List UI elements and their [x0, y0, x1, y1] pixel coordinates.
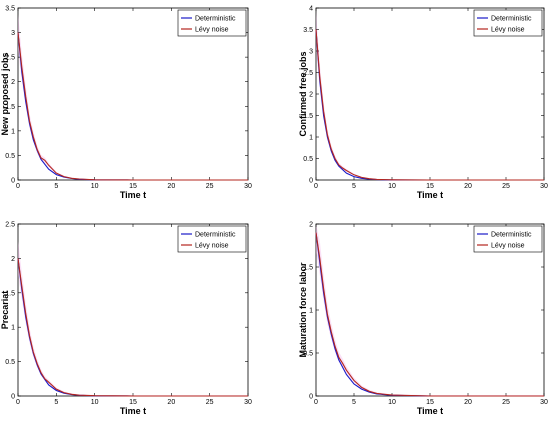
- y-tick-label: 2.5: [5, 222, 15, 229]
- legend-entry: Lévy noise: [491, 243, 525, 250]
- y-tick-label: 1: [11, 128, 15, 135]
- series-levy-noise-line: [17, 32, 248, 181]
- plot-area: [315, 223, 545, 397]
- x-tick-label: 20: [464, 399, 472, 406]
- y-axis-label: Maturation force labor: [298, 262, 308, 358]
- y-tick-label: 0.5: [303, 156, 313, 163]
- x-tick-label: 15: [129, 183, 137, 190]
- x-tick-label: 30: [244, 399, 252, 406]
- y-axis-label: Confirmed free jobs: [298, 51, 308, 136]
- x-tick-label: 10: [388, 183, 396, 190]
- x-tick-label: 30: [540, 183, 548, 190]
- x-tick-label: 5: [54, 183, 58, 190]
- legend-entry: Deterministic: [195, 16, 236, 23]
- plot-area: [17, 7, 249, 181]
- x-tick-label: 25: [502, 399, 510, 406]
- y-tick-label: 0.5: [5, 359, 15, 366]
- chart-panel-4: 0 5 10 15 20 25 30 0 0.5 1 1.5 2 Time t Maturation fo…: [298, 222, 548, 417]
- y-tick-label: 0: [309, 178, 313, 185]
- plot-area: [17, 223, 249, 397]
- y-tick-label: 2.5: [303, 70, 313, 77]
- x-tick-label: 20: [167, 399, 175, 406]
- x-axis-label: Time t: [120, 406, 146, 416]
- y-tick-label: 1: [309, 308, 313, 315]
- y-tick-label: 0: [309, 394, 313, 401]
- x-tick-label: 10: [91, 399, 99, 406]
- y-tick-label: 2: [11, 256, 15, 263]
- x-tick-label: 5: [54, 399, 58, 406]
- y-tick-label: 1.5: [5, 290, 15, 297]
- chart-panel-3: 0 5 10 15 20 25 30 0 0.5 1 1.5 2 2.5 Time t Precariat D…: [0, 222, 252, 417]
- legend-box: [473, 9, 543, 37]
- x-tick-label: 20: [167, 183, 175, 190]
- x-tick-label: 0: [314, 183, 318, 190]
- noise-band: [316, 11, 544, 180]
- legend-entry: Lévy noise: [491, 27, 525, 34]
- y-tick-label: 3.5: [303, 27, 313, 34]
- legend-box: [473, 225, 543, 253]
- x-tick-label: 30: [540, 399, 548, 406]
- y-tick-label: 1.5: [303, 113, 313, 120]
- legend: Deterministic Lévy noise: [177, 225, 247, 253]
- legend-entry: Lévy noise: [195, 243, 229, 250]
- legend-box: [177, 9, 247, 37]
- x-tick-label: 15: [426, 183, 434, 190]
- y-tick-label: 2: [309, 222, 313, 229]
- y-tick-label: 1: [309, 135, 313, 142]
- y-tick-label: 0: [11, 394, 15, 401]
- x-tick-label: 25: [206, 399, 214, 406]
- y-tick-label: 1.5: [303, 265, 313, 272]
- chart-panel-1: 0 5 10 15 20 25 30 0 0.5 1 1.5 2 2.5 3 3.5 Time t New pr…: [0, 6, 252, 201]
- x-tick-label: 10: [91, 183, 99, 190]
- x-tick-label: 20: [464, 183, 472, 190]
- y-tick-label: 4: [309, 6, 313, 13]
- x-tick-label: 0: [16, 399, 20, 406]
- series-levy-noise-line: [315, 29, 544, 181]
- x-tick-label: 5: [352, 183, 356, 190]
- y-tick-label: 0: [11, 178, 15, 185]
- series-levy-noise-line: [17, 258, 248, 397]
- x-tick-label: 10: [388, 399, 396, 406]
- legend-entry: Deterministic: [491, 16, 532, 23]
- chart-panel-2: 0 5 10 15 20 25 30 0 0.5 1 1.5 2 2.5 3 3.5 4 Time t Confi…: [298, 6, 548, 201]
- y-axis-label: New proposed jobs: [0, 52, 10, 135]
- y-tick-label: 2.5: [5, 55, 15, 62]
- y-tick-label: 1: [11, 325, 15, 332]
- x-tick-label: 25: [206, 183, 214, 190]
- y-tick-label: 1.5: [5, 104, 15, 111]
- x-tick-label: 5: [352, 399, 356, 406]
- y-tick-label: 3.5: [5, 6, 15, 13]
- x-tick-label: 25: [502, 183, 510, 190]
- y-tick-label: 3: [309, 49, 313, 56]
- legend-entry: Deterministic: [195, 232, 236, 239]
- y-tick-label: 0.5: [303, 351, 313, 358]
- y-tick-label: 0.5: [5, 153, 15, 160]
- y-axis-label: Precariat: [0, 291, 10, 330]
- legend-entry: Lévy noise: [195, 27, 229, 34]
- x-tick-label: 15: [129, 399, 137, 406]
- x-axis-label: Time t: [417, 190, 443, 200]
- x-tick-label: 30: [244, 183, 252, 190]
- y-tick-label: 3: [11, 30, 15, 37]
- legend: Deterministic Lévy noise: [473, 225, 543, 253]
- x-tick-label: 0: [16, 183, 20, 190]
- y-tick-label: 2: [309, 92, 313, 99]
- x-tick-label: 15: [426, 399, 434, 406]
- legend: Deterministic Lévy noise: [473, 9, 543, 37]
- legend-entry: Deterministic: [491, 232, 532, 239]
- x-tick-label: 0: [314, 399, 318, 406]
- x-axis-label: Time t: [120, 190, 146, 200]
- y-tick-label: 2: [11, 79, 15, 86]
- x-axis-label: Time t: [417, 406, 443, 416]
- legend: Deterministic Lévy noise: [177, 9, 247, 37]
- legend-box: [177, 225, 247, 253]
- series-levy-noise-line: [315, 232, 544, 397]
